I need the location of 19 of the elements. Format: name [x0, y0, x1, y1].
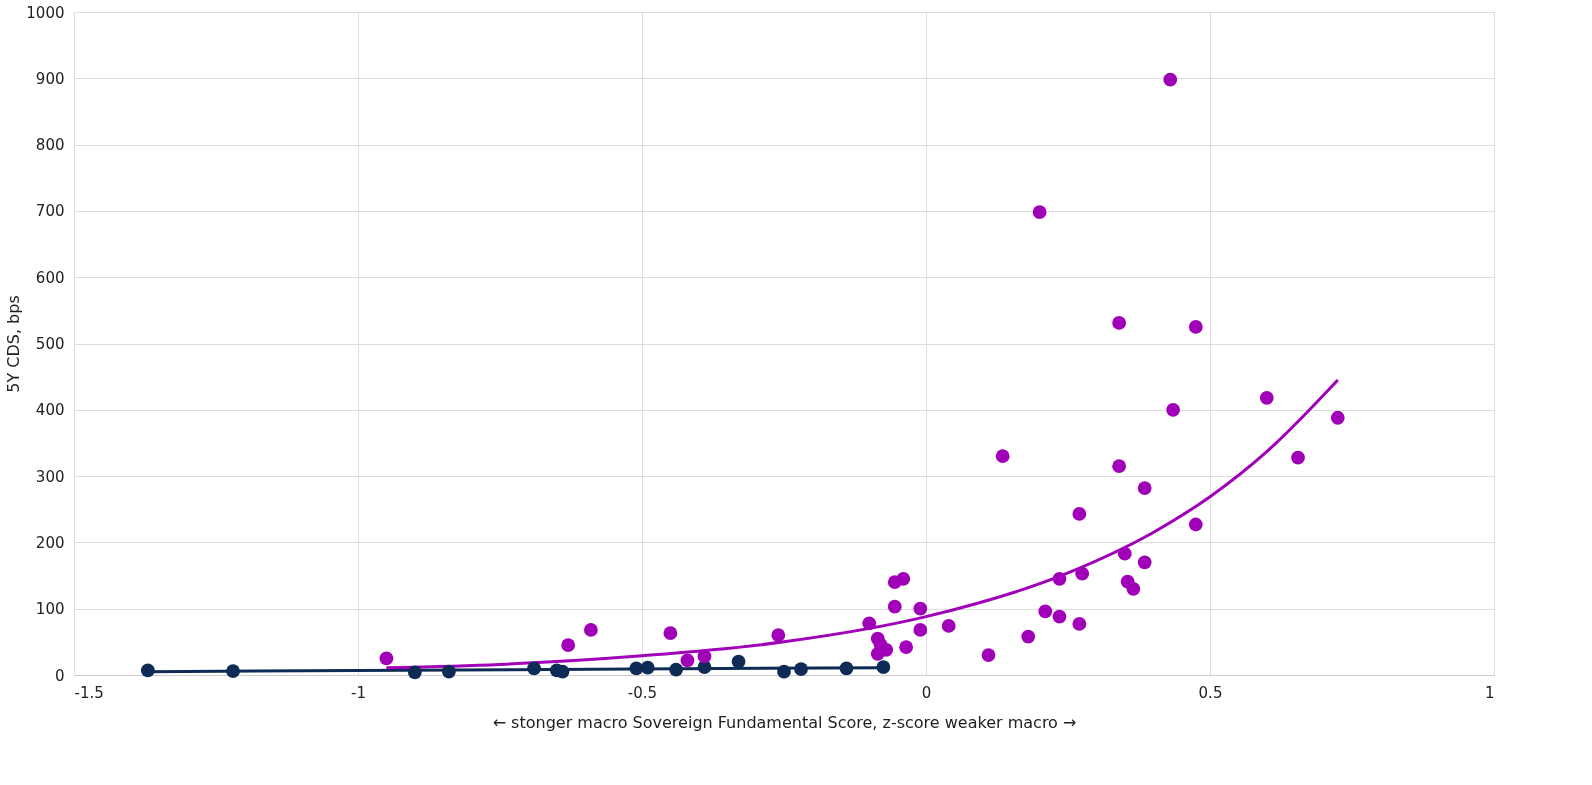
y-tick-label: 100	[35, 600, 65, 619]
y-tick-label: 900	[35, 69, 65, 88]
y-tick-label: 700	[35, 202, 65, 221]
x-tick-label: -1.5	[74, 683, 104, 702]
x-tick-label: -0.5	[627, 683, 658, 702]
y-tick-label: 0	[54, 666, 65, 685]
y-tick-label: 600	[35, 268, 65, 287]
x-tick-label: 1	[1484, 683, 1495, 702]
y-tick-label: 200	[35, 533, 65, 552]
x-tick-label: 0.5	[1198, 683, 1223, 702]
y-axis-title: 5Y CDS, bps	[4, 295, 24, 393]
x-axis-title: ← stonger macro Sovereign Fundamental Score, z-score weaker macro →	[492, 712, 1077, 732]
y-tick-label: 1000	[26, 3, 65, 22]
y-tick-label: 400	[35, 401, 65, 420]
x-tick-label: -1	[351, 683, 366, 702]
y-tick-label: 300	[35, 467, 65, 486]
y-tick-label: 800	[35, 136, 65, 155]
y-tick-label: 500	[35, 335, 65, 353]
x-tick-label: 0	[921, 683, 932, 702]
